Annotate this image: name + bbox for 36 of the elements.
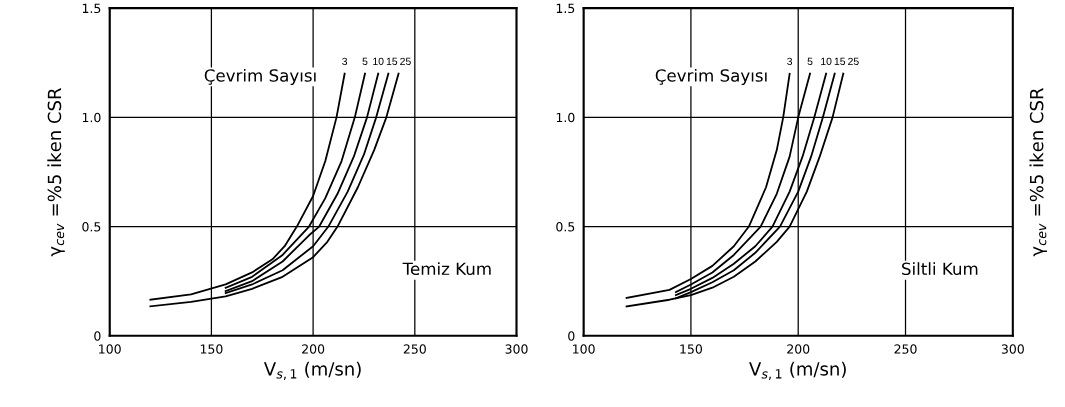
y-tick-label: 0 [568, 331, 575, 341]
y-axis-title: γ$_{cev}$ =%5 iken CSR [47, 87, 65, 257]
y-tick-label: 0.5 [82, 222, 101, 232]
y-tick-label: 1.5 [82, 3, 101, 14]
y-tick-label: 1.5 [556, 3, 575, 14]
series-label: 3 [342, 57, 348, 66]
annotation: Siltli Kum [902, 262, 978, 276]
series-label: 3 [787, 57, 793, 66]
x-tick-label: 200 [787, 344, 810, 354]
x-tick-label: 300 [505, 344, 528, 354]
series-label: 25 [848, 57, 859, 66]
x-tick-label: 250 [894, 344, 917, 354]
x-tick-label: 150 [200, 344, 223, 354]
series-label: 10 [373, 57, 384, 66]
series-label: 15 [386, 57, 398, 66]
series-label: 5 [807, 57, 813, 66]
annotation: Çevrim Sayısı [204, 68, 316, 86]
series-label: 25 [400, 57, 411, 66]
x-tick-label: 300 [1001, 344, 1024, 354]
x-tick-label: 200 [302, 344, 325, 354]
x-tick-label: 100 [573, 344, 595, 354]
series-label: 10 [821, 57, 832, 66]
x-axis-title: V$_{s,1}$ (m/sn) [263, 361, 361, 380]
series-label: 5 [362, 57, 368, 66]
y-tick-label: 1.0 [556, 112, 575, 123]
y-tick-label: 0 [94, 331, 101, 341]
x-tick-label: 100 [99, 344, 121, 354]
x-tick-label: 250 [403, 344, 426, 354]
y-tick-label: 0.5 [556, 222, 575, 232]
x-axis-title: V$_{s,1}$ (m/sn) [749, 361, 846, 380]
series-label: 15 [834, 57, 846, 66]
y-axis-title: γ$_{cev}$ =%5 iken CSR [1029, 87, 1047, 257]
annotation: Çevrim Sayısı [655, 68, 767, 86]
y-tick-label: 1.0 [82, 112, 101, 123]
x-tick-label: 150 [680, 344, 703, 354]
annotation: Temiz Kum [402, 262, 491, 276]
